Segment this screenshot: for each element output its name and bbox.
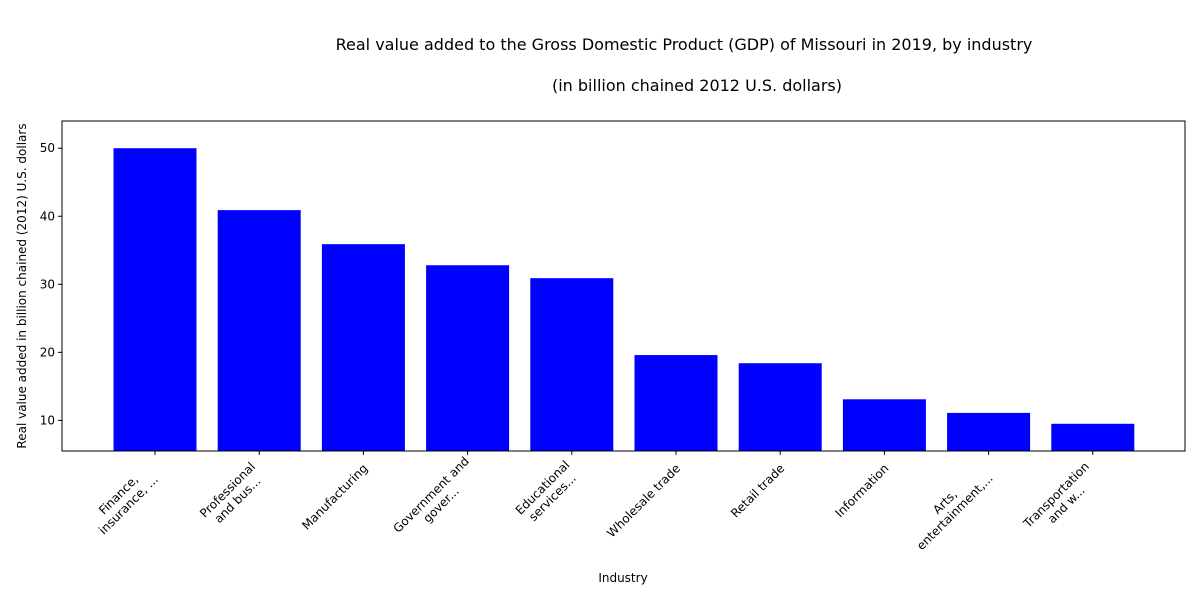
bar <box>321 244 405 451</box>
x-tick-label-line: Manufacturing <box>299 461 370 532</box>
bar <box>113 148 197 451</box>
x-axis-label: Industry <box>598 571 647 585</box>
chart-subtitle: (in billion chained 2012 U.S. dollars) <box>552 76 842 95</box>
y-tick-label: 20 <box>40 345 55 359</box>
x-tick-label: Finance,insurance, ... <box>86 462 161 537</box>
bar <box>842 399 926 451</box>
x-tick-label: Wholesale trade <box>604 461 683 540</box>
bar <box>426 265 510 451</box>
y-tick-label: 40 <box>40 209 55 223</box>
bar <box>217 210 301 451</box>
y-tick-label: 50 <box>40 141 55 155</box>
y-axis: 10 20 30 40 50 <box>40 141 62 427</box>
x-tick-label-line: Information <box>833 461 892 520</box>
x-tick-label: Educationalservices... <box>513 458 583 528</box>
x-tick-label: Arts,entertainment,... <box>904 461 996 553</box>
x-tick-label: Transportationand w... <box>1020 459 1102 541</box>
x-tick-label-line: Wholesale trade <box>604 461 683 540</box>
bar <box>947 412 1031 451</box>
x-tick-label: Manufacturing <box>299 461 370 532</box>
plot-frame <box>61 120 1186 452</box>
x-tick-label: Professionaland bus... <box>197 460 268 531</box>
x-tick-label: Information <box>833 461 892 520</box>
bar <box>738 363 822 451</box>
x-tick-label: Government andgover... <box>390 454 481 545</box>
bar <box>634 355 718 451</box>
bar <box>530 278 614 451</box>
y-axis-label: Real value added in billion chained (201… <box>15 123 29 448</box>
y-tick-label: 10 <box>40 413 55 427</box>
x-tick-label: Retail trade <box>728 461 787 520</box>
chart-title: Real value added to the Gross Domestic P… <box>336 35 1033 54</box>
x-tick-label-line: Retail trade <box>728 461 787 520</box>
x-axis: Finance,insurance, ... Professionaland bu… <box>86 451 1102 553</box>
bar <box>1051 423 1135 451</box>
y-tick-label: 30 <box>40 277 55 291</box>
bars-group <box>113 148 1135 451</box>
x-tick-label-line: entertainment,... <box>914 471 996 553</box>
